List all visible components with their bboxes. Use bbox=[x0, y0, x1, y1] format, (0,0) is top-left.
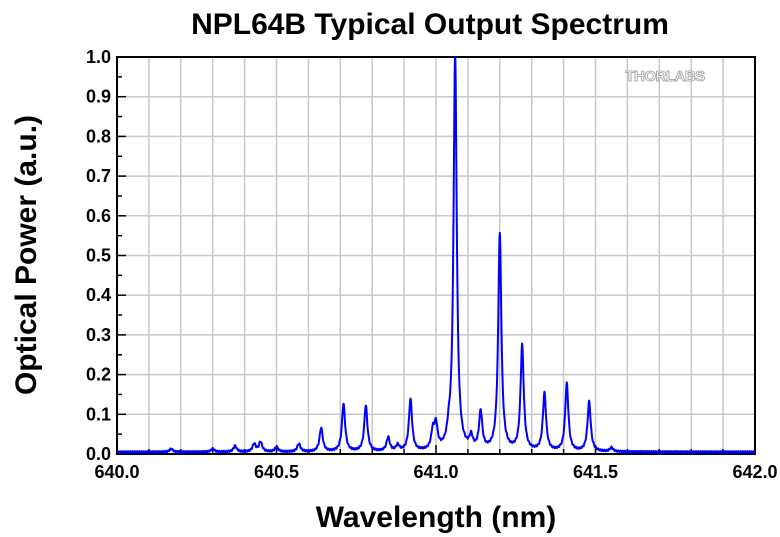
x-tick-label: 641.5 bbox=[573, 462, 618, 482]
x-tick-label: 640.5 bbox=[254, 462, 299, 482]
data-point bbox=[259, 443, 261, 445]
y-tick-label: 0.5 bbox=[86, 246, 111, 266]
data-point bbox=[435, 429, 437, 431]
y-tick-label: 0.7 bbox=[86, 166, 111, 186]
x-tick-label: 641.0 bbox=[413, 462, 458, 482]
data-point bbox=[470, 441, 472, 443]
data-point bbox=[409, 401, 411, 403]
thorlabs-watermark: THORLABS bbox=[625, 68, 705, 85]
peak-markers bbox=[170, 56, 613, 452]
y-axis: 0.0 0.1 0.2 0.3 0.4 0.5 0.6 0.7 0.8 0.9 1.0 bbox=[86, 47, 126, 464]
y-tick-label: 0.8 bbox=[86, 126, 111, 146]
x-tick-label: 640.0 bbox=[94, 462, 139, 482]
data-point bbox=[610, 449, 612, 451]
data-point bbox=[588, 403, 590, 405]
data-point bbox=[448, 441, 450, 443]
y-tick-label: 0.2 bbox=[86, 365, 111, 385]
data-point bbox=[499, 236, 501, 238]
y-tick-label: 1.0 bbox=[86, 47, 111, 67]
data-point bbox=[234, 447, 236, 449]
data-point bbox=[212, 450, 214, 452]
data-point bbox=[479, 415, 481, 417]
y-tick-label: 0.0 bbox=[86, 444, 111, 464]
y-tick-label: 0.1 bbox=[86, 404, 111, 424]
data-point bbox=[387, 439, 389, 441]
y-tick-label: 0.9 bbox=[86, 87, 111, 107]
x-tick-label: 642.0 bbox=[732, 462, 777, 482]
series-line bbox=[116, 56, 756, 454]
data-point bbox=[170, 450, 172, 452]
grid bbox=[117, 57, 755, 454]
data-point bbox=[521, 348, 523, 350]
data-point bbox=[275, 448, 277, 450]
x-axis-label: Wavelength (nm) bbox=[316, 501, 557, 534]
x-axis: 640.0 640.5 641.0 641.5 642.0 bbox=[94, 445, 778, 482]
y-axis-label: Optical Power (a.u.) bbox=[10, 115, 43, 395]
data-point bbox=[365, 407, 367, 409]
data-point bbox=[432, 435, 434, 437]
data-point bbox=[454, 56, 456, 58]
y-tick-label: 0.3 bbox=[86, 325, 111, 345]
data-point bbox=[566, 385, 568, 387]
data-point bbox=[342, 405, 344, 407]
data-point bbox=[543, 395, 545, 397]
chart-title: NPL64B Typical Output Spectrum bbox=[191, 8, 669, 41]
data-point bbox=[397, 447, 399, 449]
data-point bbox=[253, 445, 255, 447]
data-point bbox=[298, 445, 300, 447]
data-point bbox=[320, 429, 322, 431]
y-tick-label: 0.6 bbox=[86, 206, 111, 226]
y-tick-label: 0.4 bbox=[86, 285, 111, 305]
